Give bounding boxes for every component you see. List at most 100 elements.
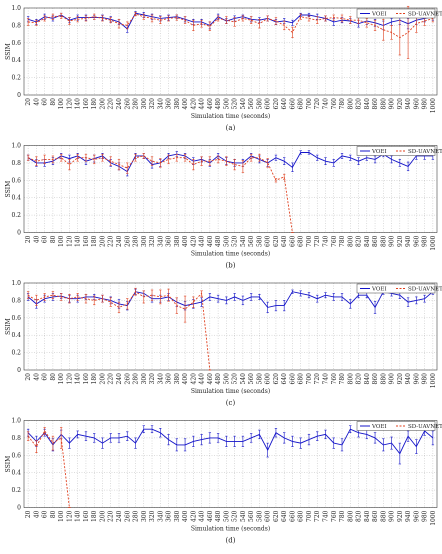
error-bar bbox=[316, 294, 319, 303]
error-bar bbox=[126, 298, 129, 310]
x-tick-label: 920 bbox=[397, 98, 404, 110]
error-bar bbox=[175, 153, 179, 162]
x-tick-label: 860 bbox=[372, 98, 379, 110]
caption: (d) bbox=[226, 537, 236, 545]
x-tick-label: 240 bbox=[116, 235, 123, 247]
x-tick-label: 380 bbox=[174, 510, 181, 522]
error-bar bbox=[35, 294, 38, 306]
x-tick-label: 800 bbox=[347, 510, 354, 522]
error-bar bbox=[101, 15, 104, 22]
error-bar bbox=[431, 430, 435, 446]
plot-frame bbox=[23, 282, 438, 371]
y-axis-title: SSIM bbox=[5, 43, 12, 60]
x-tick-label: 520 bbox=[232, 510, 239, 522]
error-bar bbox=[208, 21, 212, 31]
x-tick-label: 400 bbox=[182, 235, 189, 247]
x-tick-label: 240 bbox=[116, 373, 123, 385]
legend-label: VOEI bbox=[371, 149, 387, 155]
error-bar bbox=[225, 156, 228, 166]
x-tick-label: 100 bbox=[58, 373, 65, 385]
x-tick-label: 780 bbox=[339, 235, 346, 247]
x-tick-label: 160 bbox=[83, 373, 90, 385]
error-bar bbox=[208, 156, 212, 166]
x-tick-label: 500 bbox=[223, 235, 230, 247]
error-bar bbox=[167, 288, 170, 302]
x-tick-label: 860 bbox=[372, 235, 379, 247]
error-bar bbox=[282, 173, 286, 180]
x-tick-label: 120 bbox=[66, 235, 73, 247]
error-bar bbox=[349, 16, 352, 24]
error-bar bbox=[109, 156, 112, 166]
error-bar bbox=[192, 19, 195, 31]
series-line bbox=[27, 430, 70, 508]
x-tick-label: 420 bbox=[190, 235, 197, 247]
error-bar bbox=[183, 438, 187, 452]
x-tick-label: 640 bbox=[281, 373, 288, 385]
x-tick-label: 320 bbox=[149, 373, 156, 385]
x-tick-label: 320 bbox=[149, 510, 156, 522]
error-bar bbox=[299, 150, 302, 155]
error-bar bbox=[216, 433, 220, 443]
x-tick-label: 840 bbox=[364, 98, 371, 110]
y-tick-label: 0.8 bbox=[11, 435, 21, 442]
x-tick-label: 140 bbox=[75, 98, 82, 110]
x-tick-label: 40 bbox=[33, 373, 40, 381]
x-tick-label: 720 bbox=[314, 373, 321, 385]
y-tick-label: 0 bbox=[17, 367, 21, 374]
error-bar bbox=[349, 154, 352, 161]
x-tick-label: 560 bbox=[248, 98, 255, 110]
x-tick-label: 800 bbox=[347, 373, 354, 385]
error-bar bbox=[390, 25, 393, 40]
x-tick-label: 860 bbox=[372, 510, 379, 522]
series-line bbox=[27, 428, 434, 455]
plot-frame bbox=[23, 145, 438, 233]
error-bar bbox=[35, 156, 38, 166]
error-bar bbox=[101, 294, 104, 303]
x-tick-label: 920 bbox=[397, 373, 404, 385]
error-bar bbox=[324, 15, 327, 22]
error-bar bbox=[390, 155, 393, 164]
chart-panel: 00.20.40.60.81.020 40 60 80 100 120 140 160 180 2… bbox=[5, 280, 442, 407]
error-bar bbox=[35, 440, 38, 453]
x-tick-label: 940 bbox=[405, 235, 412, 247]
x-tick-label: 200 bbox=[99, 373, 106, 385]
error-bar bbox=[349, 425, 352, 433]
x-tick-label: 980 bbox=[422, 98, 429, 110]
error-bar bbox=[208, 293, 212, 301]
x-tick-label: 280 bbox=[133, 510, 140, 522]
x-tick-label: 560 bbox=[248, 510, 255, 522]
error-bar bbox=[258, 153, 261, 162]
x-tick-label: 820 bbox=[356, 373, 363, 385]
error-bar bbox=[225, 435, 228, 447]
error-bar bbox=[101, 153, 104, 162]
error-bar bbox=[241, 295, 245, 306]
legend-label: SD-UAVNET bbox=[408, 12, 442, 18]
x-tick-label: 580 bbox=[256, 373, 263, 385]
series-line bbox=[27, 152, 433, 173]
x-tick-label: 300 bbox=[141, 510, 148, 522]
x-tick-label: 380 bbox=[174, 373, 181, 385]
error-bar bbox=[84, 15, 88, 22]
x-tick-label: 540 bbox=[240, 235, 247, 247]
error-bar bbox=[241, 435, 245, 447]
x-tick-label: 480 bbox=[215, 510, 222, 522]
x-tick-label: 100 bbox=[58, 235, 65, 247]
error-bar bbox=[274, 428, 278, 438]
x-tick-label: 140 bbox=[75, 373, 82, 385]
x-tick-label: 700 bbox=[306, 373, 313, 385]
x-tick-label: 420 bbox=[190, 510, 197, 522]
error-bar bbox=[373, 432, 377, 444]
error-bar bbox=[76, 16, 79, 23]
plot-frame bbox=[23, 420, 438, 508]
error-bar bbox=[59, 12, 63, 19]
error-bar bbox=[76, 430, 79, 439]
y-tick-label: 0.2 bbox=[11, 75, 21, 82]
x-tick-label: 760 bbox=[331, 235, 338, 247]
error-bar bbox=[126, 431, 129, 441]
error-bar bbox=[258, 19, 261, 29]
error-bar bbox=[249, 16, 253, 24]
x-tick-label: 100 bbox=[58, 98, 65, 110]
error-bar bbox=[282, 432, 286, 444]
x-tick-label: 540 bbox=[240, 98, 247, 110]
error-bar bbox=[324, 157, 327, 165]
